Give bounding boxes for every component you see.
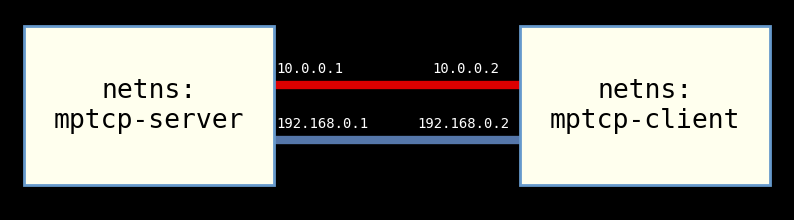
Text: 10.0.0.1: 10.0.0.1: [276, 62, 343, 76]
Text: 192.168.0.2: 192.168.0.2: [417, 117, 509, 131]
Text: netns:
mptcp-client: netns: mptcp-client: [550, 78, 740, 134]
FancyBboxPatch shape: [520, 26, 770, 185]
Text: netns:
mptcp-server: netns: mptcp-server: [54, 78, 244, 134]
Text: 192.168.0.1: 192.168.0.1: [276, 117, 368, 131]
FancyBboxPatch shape: [24, 26, 274, 185]
Text: 10.0.0.2: 10.0.0.2: [433, 62, 499, 76]
